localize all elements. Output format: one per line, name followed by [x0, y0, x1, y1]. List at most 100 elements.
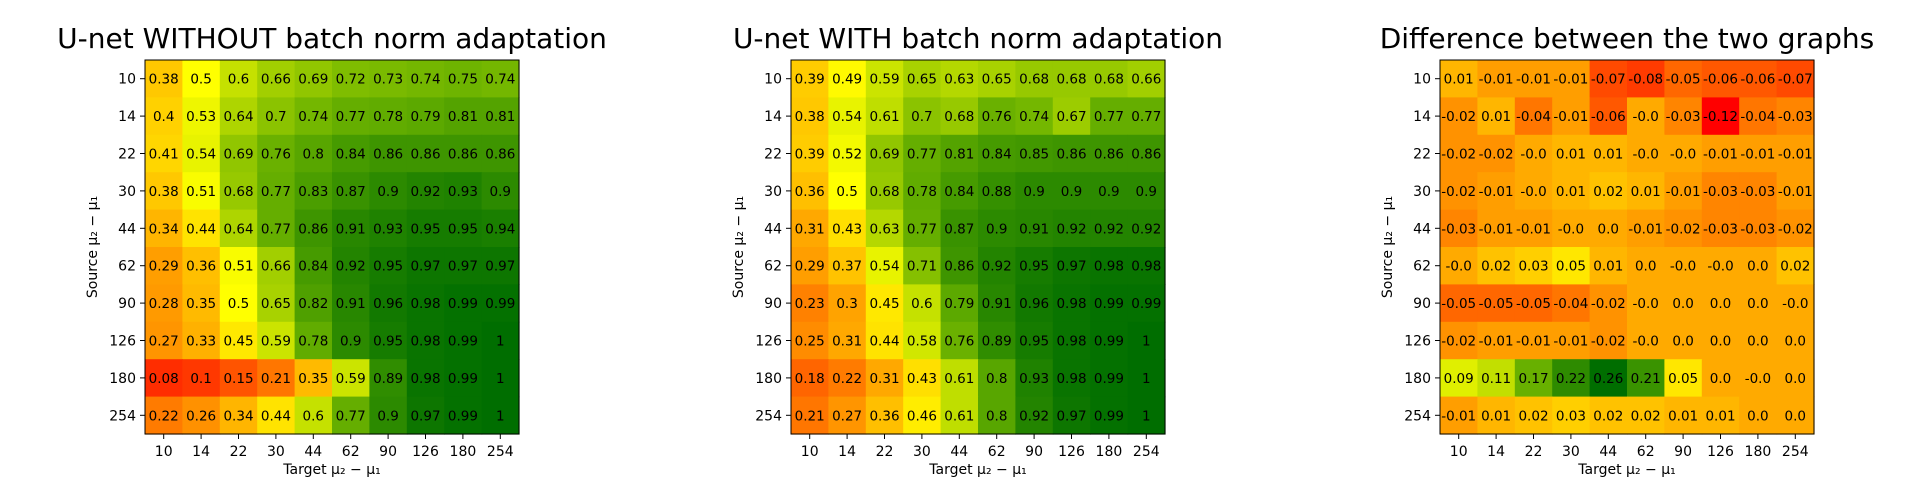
y-tick-label: 10: [764, 72, 782, 88]
heatmap-cell: [791, 284, 829, 323]
cell-value-label: -0.01: [1479, 334, 1514, 350]
plot-frame: [144, 59, 520, 435]
x-tick-label: 10: [155, 444, 173, 460]
heatmap-cell: [1127, 134, 1166, 173]
cell-value-label: 0.98: [1131, 259, 1161, 275]
cell-value-label: 0.0: [1710, 371, 1731, 387]
cell-value-label: 0.86: [298, 221, 328, 237]
cell-value-label: -0.07: [1778, 72, 1813, 88]
heatmap-cell: [182, 209, 221, 248]
cell-value-label: 0.15: [223, 371, 253, 387]
x-tick-label: 254: [487, 444, 514, 460]
heatmap-cell: [444, 284, 483, 323]
cell-value-label: 0.93: [448, 184, 478, 200]
cell-value-label: 0.44: [261, 408, 291, 424]
heatmap-cell: [1589, 134, 1628, 173]
heatmap-cell: [182, 134, 221, 173]
cell-value-label: 0.02: [1593, 184, 1623, 200]
heatmap-cell: [791, 60, 829, 98]
heatmap-cell: [481, 247, 520, 285]
cell-value-label: 0.11: [1481, 371, 1511, 387]
heatmap-cell: [481, 97, 520, 136]
cell-value-label: 0.37: [832, 259, 862, 275]
cell-value-label: -0.02: [1441, 184, 1476, 200]
y-tick-label: 254: [1404, 408, 1431, 424]
x-tick-label: 254: [1782, 444, 1809, 460]
cell-value-label: 0.91: [1019, 221, 1049, 237]
cell-value-label: 0.7: [911, 109, 932, 125]
cell-value-label: 0.43: [832, 221, 862, 237]
cell-value-label: 0.0: [1635, 259, 1656, 275]
heatmap-cell: [444, 247, 483, 285]
cell-value-label: 0.46: [907, 408, 937, 424]
cell-value-label: 0.4: [153, 109, 174, 125]
y-tick-label: 30: [764, 184, 782, 200]
heatmap-cell: [294, 60, 333, 98]
heatmap-cell: [903, 284, 942, 323]
cell-value-label: -0.02: [1479, 147, 1514, 163]
y-tick-label: 14: [118, 109, 136, 125]
cell-value-label: 0.18: [795, 371, 825, 387]
heatmap-cell: [332, 209, 370, 248]
x-tick-label: 14: [1487, 444, 1505, 460]
cell-value-label: 0.95: [410, 221, 440, 237]
cell-value-label: 0.29: [795, 259, 825, 275]
cell-value-label: 0.96: [373, 296, 403, 312]
heatmap-cell: [294, 209, 333, 248]
heatmap-cell: [1090, 247, 1129, 285]
heatmap-cell: [1552, 359, 1591, 398]
cell-value-label: 0.74: [485, 72, 515, 88]
cell-value-label: -0.01: [1778, 184, 1813, 200]
cell-value-label: -0.05: [1441, 296, 1476, 312]
y-tick-label: 62: [118, 259, 136, 275]
heatmap-cell: [1589, 359, 1628, 398]
cell-value-label: 0.0: [1598, 221, 1619, 237]
heatmap-cell: [1739, 60, 1778, 98]
heatmap-cell: [219, 359, 258, 398]
cell-value-label: -0.07: [1591, 72, 1626, 88]
cell-value-label: -0.03: [1703, 221, 1738, 237]
cell-value-label: 0.02: [1481, 259, 1511, 275]
cell-value-label: 0.9: [986, 221, 1007, 237]
cell-value-label: 0.05: [1556, 259, 1586, 275]
cell-value-label: 0.91: [336, 221, 366, 237]
heatmap-cell: [1701, 97, 1740, 136]
heatmap-cell: [1627, 321, 1665, 360]
cell-value-label: 0.75: [448, 72, 478, 88]
heatmap-cell: [828, 172, 867, 211]
x-tick-label: 30: [913, 444, 931, 460]
heatmap-cell: [406, 321, 445, 360]
heatmap-cell: [145, 247, 183, 285]
y-tick-label: 22: [1413, 147, 1431, 163]
heatmap-cell: [1514, 97, 1553, 136]
chart-title: U-net WITHOUT batch norm adaptation: [57, 22, 607, 55]
heatmap-cell: [1015, 134, 1054, 173]
heatmap-cell: [1127, 209, 1166, 248]
cell-value-label: 0.23: [795, 296, 825, 312]
heatmap-cell: [219, 247, 258, 285]
cell-value-label: 0.74: [1019, 109, 1049, 125]
cell-value-label: 0.51: [223, 259, 253, 275]
heatmap-cells: 0.39 0.49 0.59 0.65 0.63 0.65 0.68 0.68 0.68 0.66…: [791, 60, 1166, 435]
heatmap-cell: [1552, 396, 1591, 435]
heatmap-chart-with-bn: U-net WITH batch norm adaptation 0.39 0.4…: [731, 22, 1223, 478]
heatmap-cell: [182, 284, 221, 323]
heatmap-cell: [903, 172, 942, 211]
heatmap-cell: [1015, 209, 1054, 248]
heatmap-cell: [369, 359, 408, 398]
cell-value-label: -0.0: [1558, 221, 1584, 237]
cell-value-label: 0.86: [448, 147, 478, 163]
heatmap-cell: [1090, 172, 1129, 211]
cell-value-label: 0.92: [410, 184, 440, 200]
cell-value-label: 0.31: [832, 334, 862, 350]
cell-value-label: 0.68: [869, 184, 899, 200]
cell-value-label: 0.99: [448, 296, 478, 312]
cell-value-label: 0.1: [190, 371, 211, 387]
cell-value-label: 0.22: [832, 371, 862, 387]
heatmap-cell: [1552, 172, 1591, 211]
cell-value-label: 0.31: [795, 221, 825, 237]
heatmap-cell: [1664, 97, 1703, 136]
cell-value-label: 0.61: [944, 371, 974, 387]
heatmap-cell: [1015, 359, 1054, 398]
cell-value-label: 0.95: [448, 221, 478, 237]
